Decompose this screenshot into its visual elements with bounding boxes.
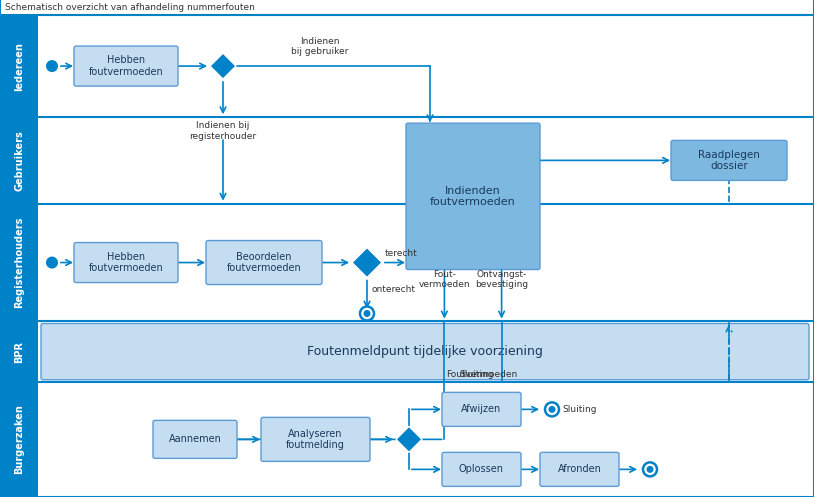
Text: Gebruikers: Gebruikers <box>14 130 24 191</box>
Text: Fout-
vermoeden: Fout- vermoeden <box>418 269 470 289</box>
Text: Oplossen: Oplossen <box>459 464 504 474</box>
Text: Ontvangst-
bevestiging: Ontvangst- bevestiging <box>475 269 528 289</box>
Polygon shape <box>210 53 236 79</box>
Circle shape <box>364 310 370 317</box>
Polygon shape <box>352 248 382 277</box>
Text: Analyseren
foutmelding: Analyseren foutmelding <box>286 428 345 450</box>
Circle shape <box>46 60 58 72</box>
Text: Sluiting: Sluiting <box>562 405 597 414</box>
Text: BPR: BPR <box>14 340 24 363</box>
FancyBboxPatch shape <box>406 123 540 269</box>
Circle shape <box>549 406 555 413</box>
FancyBboxPatch shape <box>540 452 619 487</box>
Text: Indienen
bij gebruiker: Indienen bij gebruiker <box>291 37 348 56</box>
Text: Registerhouders: Registerhouders <box>14 217 24 308</box>
Text: Indienden
foutvermoeden: Indienden foutvermoeden <box>430 185 516 207</box>
Bar <box>0 117 38 204</box>
Text: Burgerzaken: Burgerzaken <box>14 405 24 474</box>
Bar <box>0 322 38 382</box>
FancyBboxPatch shape <box>206 241 322 285</box>
Text: terecht: terecht <box>385 248 418 257</box>
FancyBboxPatch shape <box>74 243 178 283</box>
Text: Afronden: Afronden <box>558 464 602 474</box>
Text: Sluiting: Sluiting <box>459 370 493 379</box>
Text: Foutenmeldpunt tijdelijke voorziening: Foutenmeldpunt tijdelijke voorziening <box>307 345 543 358</box>
Bar <box>0 204 38 322</box>
Text: Iedereen: Iedereen <box>14 42 24 90</box>
Bar <box>0 0 814 15</box>
Circle shape <box>646 466 654 473</box>
Text: Indienen bij
registerhouder: Indienen bij registerhouder <box>190 121 256 141</box>
Circle shape <box>545 403 559 416</box>
Text: Foutvermoeden: Foutvermoeden <box>446 370 518 379</box>
FancyBboxPatch shape <box>74 46 178 86</box>
Bar <box>0 15 38 117</box>
Text: onterecht: onterecht <box>371 285 415 294</box>
Polygon shape <box>396 426 422 452</box>
FancyBboxPatch shape <box>41 324 809 380</box>
Text: Schematisch overzicht van afhandeling nummerfouten: Schematisch overzicht van afhandeling nu… <box>5 3 255 12</box>
Text: Beoordelen
foutvermoeden: Beoordelen foutvermoeden <box>226 252 301 273</box>
FancyBboxPatch shape <box>442 452 521 487</box>
Text: Hebben
foutvermoeden: Hebben foutvermoeden <box>89 55 164 77</box>
FancyBboxPatch shape <box>153 420 237 458</box>
Text: Afwijzen: Afwijzen <box>462 405 501 414</box>
FancyBboxPatch shape <box>671 140 787 180</box>
Text: Hebben
foutvermoeden: Hebben foutvermoeden <box>89 252 164 273</box>
Circle shape <box>360 307 374 321</box>
Circle shape <box>643 462 657 476</box>
Bar <box>0 382 38 497</box>
FancyBboxPatch shape <box>261 417 370 461</box>
Circle shape <box>46 256 58 268</box>
Text: Aannemen: Aannemen <box>168 434 221 444</box>
FancyBboxPatch shape <box>442 392 521 426</box>
Text: Raadplegen
dossier: Raadplegen dossier <box>698 150 760 171</box>
